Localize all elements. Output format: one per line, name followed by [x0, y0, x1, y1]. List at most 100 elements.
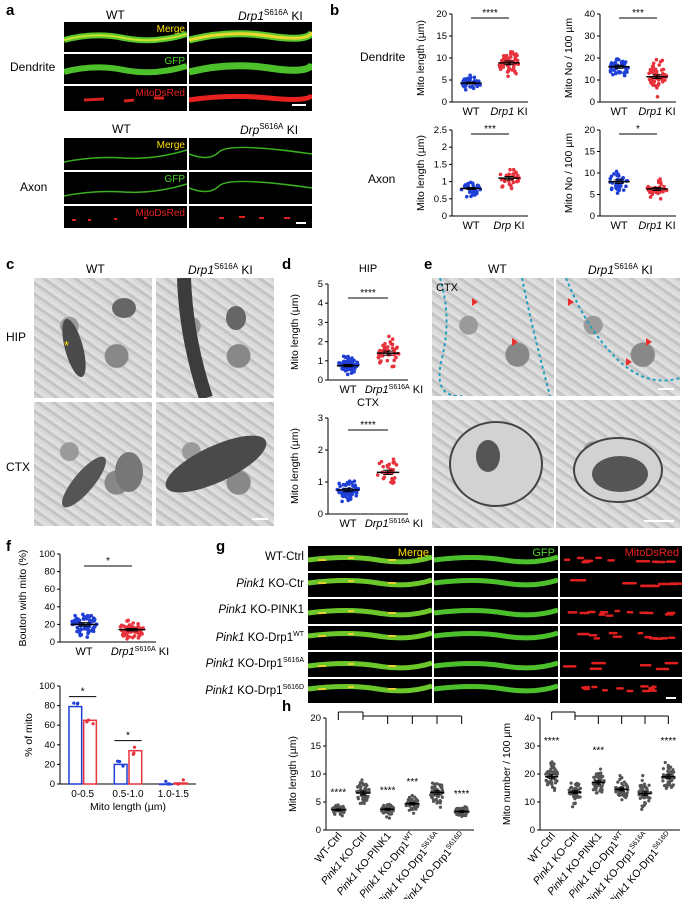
data-point [383, 810, 387, 814]
data-point [337, 481, 341, 486]
data-point [654, 190, 658, 195]
significance-label: * [126, 731, 130, 742]
data-point [435, 782, 439, 786]
data-point [498, 67, 503, 71]
data-point [75, 629, 79, 634]
data-point [464, 194, 469, 199]
data-point [463, 184, 467, 189]
x-tick-label: 0-0.5 [71, 789, 94, 800]
y-tick-label: 0 [442, 211, 447, 222]
g-mito-image [560, 625, 682, 650]
e-wt-bottom-em [432, 400, 554, 528]
x-tick-label: Drp1S616A KI [365, 518, 423, 530]
y-tick-label: 20 [44, 619, 55, 630]
data-point [407, 808, 411, 812]
data-point [383, 341, 387, 346]
data-point [464, 811, 468, 815]
data-point [468, 73, 472, 78]
data-point [465, 806, 469, 810]
data-point [375, 473, 380, 477]
a-dend-ki-merge [189, 22, 312, 52]
a-mito-label: MitoDsRed [135, 88, 185, 99]
y-tick-label: 0 [318, 375, 323, 386]
data-point [646, 184, 650, 189]
g-merge-image [308, 572, 432, 597]
data-point [352, 479, 357, 483]
data-point [90, 619, 94, 624]
data-point [350, 356, 354, 360]
a-dend-wt-merge: Merge [64, 22, 187, 52]
data-point [430, 786, 434, 790]
y-tick-label: 4 [318, 298, 323, 309]
bar [82, 719, 98, 785]
data-point [503, 55, 508, 59]
data-point [391, 457, 396, 462]
data-point [616, 792, 620, 797]
data-point [429, 793, 433, 797]
data-point [661, 72, 665, 76]
data-point [618, 773, 622, 778]
c-ctx-ki-em [156, 402, 274, 526]
a-axon-ki-mito [189, 206, 312, 228]
data-point [92, 617, 97, 622]
data-point [507, 182, 512, 186]
data-point [470, 181, 475, 185]
data-point [602, 779, 606, 783]
panel-e-label: e [424, 256, 433, 273]
data-point [356, 797, 360, 801]
y-axis-label: Mito number / 100 µm [501, 723, 513, 826]
data-point [472, 75, 477, 80]
data-point [363, 786, 368, 790]
data-point [498, 172, 503, 177]
significance-label: *** [484, 124, 496, 135]
panel-f-charts: 0 20 40 60 80 100 Bouton with mito (%) * WT Drp1S… [17, 549, 196, 813]
g-mito-image [560, 652, 682, 677]
c-hip-wt-em: * [34, 278, 152, 398]
data-point [500, 185, 504, 189]
data-point [340, 367, 345, 371]
data-point [622, 780, 626, 784]
y-tick-label: 5 [318, 279, 323, 290]
data-point [387, 334, 391, 339]
y-axis-label: % of mito [23, 713, 35, 757]
g-row-label: Pink1 KO-PINK1 [218, 604, 304, 616]
data-point [508, 167, 512, 172]
y-axis-label: Mito No / 100 µm [563, 18, 575, 98]
data-point [342, 810, 346, 815]
panel-b-row-dendrite: Dendrite [360, 50, 406, 64]
y-tick-label: 10 [584, 168, 595, 179]
data-point [648, 195, 653, 199]
x-tick-label: WT [462, 106, 479, 118]
data-point [463, 87, 468, 92]
data-point [621, 792, 625, 796]
data-point [379, 459, 384, 464]
significance-label: **** [482, 8, 498, 19]
data-point [514, 171, 518, 175]
data-point [611, 72, 615, 77]
data-point [544, 778, 548, 782]
data-point [658, 180, 663, 185]
y-tick-label: 30 [584, 31, 595, 42]
data-point [599, 784, 604, 788]
y-tick-label: 60 [44, 720, 55, 731]
significance-label: *** [592, 745, 604, 756]
y-tick-label: 20 [44, 759, 55, 770]
data-point [608, 70, 613, 74]
data-point [345, 372, 350, 377]
y-tick-label: 0 [318, 509, 323, 520]
significance-label: *** [632, 8, 644, 19]
data-point [647, 783, 651, 787]
significance-label: **** [360, 420, 376, 431]
y-tick-label: 10 [436, 53, 447, 64]
data-point [346, 359, 351, 363]
y-axis-label: Mito length (µm) [415, 20, 427, 96]
data-point [390, 364, 395, 369]
significance-label: **** [360, 288, 376, 299]
data-point [360, 801, 365, 805]
data-point [392, 358, 396, 363]
data-point [511, 180, 516, 185]
data-point [361, 783, 366, 787]
significance-label: * [81, 687, 85, 698]
c-hip-ki-em [156, 278, 274, 398]
data-point [86, 631, 90, 636]
